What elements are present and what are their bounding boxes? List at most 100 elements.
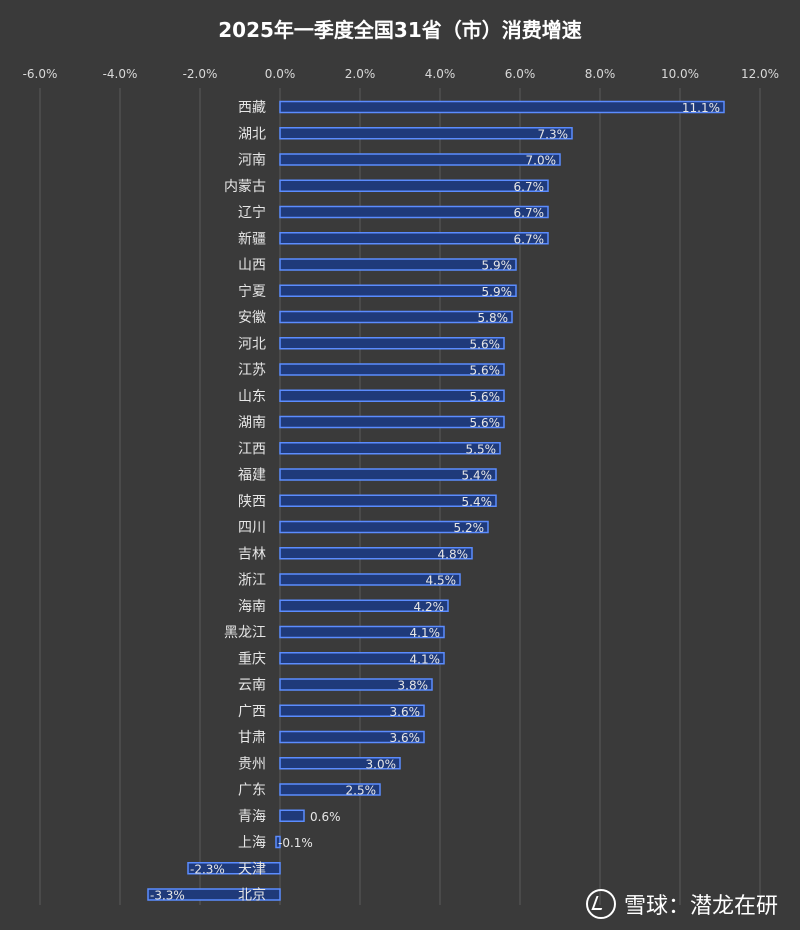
bar bbox=[279, 127, 573, 140]
category-label: 内蒙古 bbox=[224, 179, 266, 195]
category-label: 云南 bbox=[238, 678, 266, 694]
data-label: 4.8% bbox=[438, 547, 469, 561]
x-tick-label: 4.0% bbox=[425, 67, 456, 81]
bar bbox=[279, 442, 501, 455]
category-label: 陕西 bbox=[238, 494, 266, 510]
category-label: 河北 bbox=[238, 336, 266, 352]
bar bbox=[279, 704, 425, 717]
data-label: 11.1% bbox=[682, 101, 720, 115]
category-label: 吉林 bbox=[238, 546, 266, 562]
data-label: 4.1% bbox=[410, 652, 441, 666]
x-tick-label: 6.0% bbox=[505, 67, 536, 81]
x-tick-label: 2.0% bbox=[345, 67, 376, 81]
bar bbox=[279, 232, 549, 245]
x-tick-label: 0.0% bbox=[265, 67, 296, 81]
data-label: 3.6% bbox=[390, 705, 421, 719]
category-label: 山东 bbox=[238, 389, 266, 405]
bar bbox=[279, 625, 445, 639]
bar bbox=[279, 652, 445, 665]
data-label: 3.0% bbox=[366, 757, 397, 771]
data-label: 0.6% bbox=[310, 810, 341, 824]
category-label: 山西 bbox=[238, 258, 266, 274]
x-tick-label: -6.0% bbox=[23, 67, 58, 81]
data-label: 6.7% bbox=[514, 180, 545, 194]
x-tick-label: 8.0% bbox=[585, 67, 616, 81]
x-tick-label: 12.0% bbox=[741, 67, 779, 81]
data-label: -3.3% bbox=[150, 889, 185, 903]
bar bbox=[279, 205, 549, 219]
watermark: 雪球：潜龙在研 bbox=[585, 888, 778, 920]
data-label: 5.5% bbox=[466, 442, 497, 456]
data-label: 5.9% bbox=[482, 259, 513, 273]
category-label: 河南 bbox=[238, 153, 266, 169]
data-label: 5.8% bbox=[478, 311, 509, 325]
bar bbox=[279, 494, 497, 507]
category-label: 安徽 bbox=[238, 310, 266, 326]
bar bbox=[279, 783, 381, 796]
data-label: 5.6% bbox=[470, 390, 501, 404]
category-label: 广西 bbox=[238, 704, 266, 720]
data-label: 2.5% bbox=[346, 784, 377, 798]
bar bbox=[279, 258, 517, 271]
x-tick-label: -4.0% bbox=[103, 67, 138, 81]
category-label: 新疆 bbox=[238, 231, 266, 247]
bar bbox=[279, 179, 549, 192]
x-tick-label: 10.0% bbox=[661, 67, 699, 81]
category-label: 宁夏 bbox=[238, 283, 266, 300]
bar bbox=[279, 363, 505, 376]
category-label: 湖南 bbox=[238, 415, 266, 431]
data-label: 5.4% bbox=[462, 469, 493, 483]
bar bbox=[279, 337, 505, 350]
data-label: 6.7% bbox=[514, 206, 545, 220]
category-label: 天津 bbox=[238, 861, 266, 877]
bar bbox=[279, 678, 433, 691]
category-label: 重庆 bbox=[238, 651, 266, 667]
xueqiu-logo-icon bbox=[585, 889, 616, 919]
category-label: 青海 bbox=[238, 809, 266, 825]
bar bbox=[279, 809, 305, 822]
chart-title: 2025年一季度全国31省（市）消费增速 bbox=[218, 18, 582, 42]
data-label: 4.2% bbox=[414, 600, 445, 614]
category-label: 黑龙江 bbox=[224, 625, 266, 641]
data-label: 5.9% bbox=[482, 285, 513, 299]
data-label: 6.7% bbox=[514, 232, 545, 246]
data-label: -2.3% bbox=[190, 862, 225, 876]
category-label: 江西 bbox=[238, 441, 266, 457]
category-label: 湖北 bbox=[238, 126, 266, 142]
data-label: 7.0% bbox=[526, 154, 557, 168]
bar bbox=[279, 389, 505, 402]
data-label: 5.6% bbox=[470, 337, 501, 351]
bar bbox=[279, 573, 461, 586]
data-label: 4.5% bbox=[426, 574, 457, 588]
category-label: 贵州 bbox=[238, 756, 266, 772]
bar bbox=[279, 599, 449, 612]
data-label: 5.6% bbox=[470, 416, 501, 430]
category-label: 上海 bbox=[238, 835, 266, 851]
category-label: 西藏 bbox=[238, 100, 266, 116]
category-label: 甘肃 bbox=[238, 730, 266, 746]
category-label: 江苏 bbox=[238, 363, 266, 379]
data-label: 7.3% bbox=[538, 127, 569, 141]
bar bbox=[275, 835, 281, 849]
bar bbox=[279, 730, 425, 744]
data-label: 4.1% bbox=[410, 626, 441, 640]
category-label: 福建 bbox=[238, 468, 266, 484]
data-label: -0.1% bbox=[278, 836, 313, 850]
data-label: 3.8% bbox=[398, 679, 429, 693]
bar bbox=[279, 468, 497, 481]
bar bbox=[279, 153, 561, 166]
bar bbox=[187, 862, 281, 875]
data-label: 5.4% bbox=[462, 495, 493, 509]
category-label: 北京 bbox=[238, 888, 266, 904]
bar bbox=[279, 757, 401, 770]
bar bbox=[279, 520, 489, 534]
category-label: 四川 bbox=[238, 520, 266, 536]
bar bbox=[147, 888, 281, 901]
bar bbox=[279, 100, 725, 114]
bar bbox=[279, 415, 505, 429]
data-label: 3.6% bbox=[390, 731, 421, 745]
category-label: 广东 bbox=[238, 783, 266, 799]
watermark-text: 雪球：潜龙在研 bbox=[623, 894, 778, 919]
